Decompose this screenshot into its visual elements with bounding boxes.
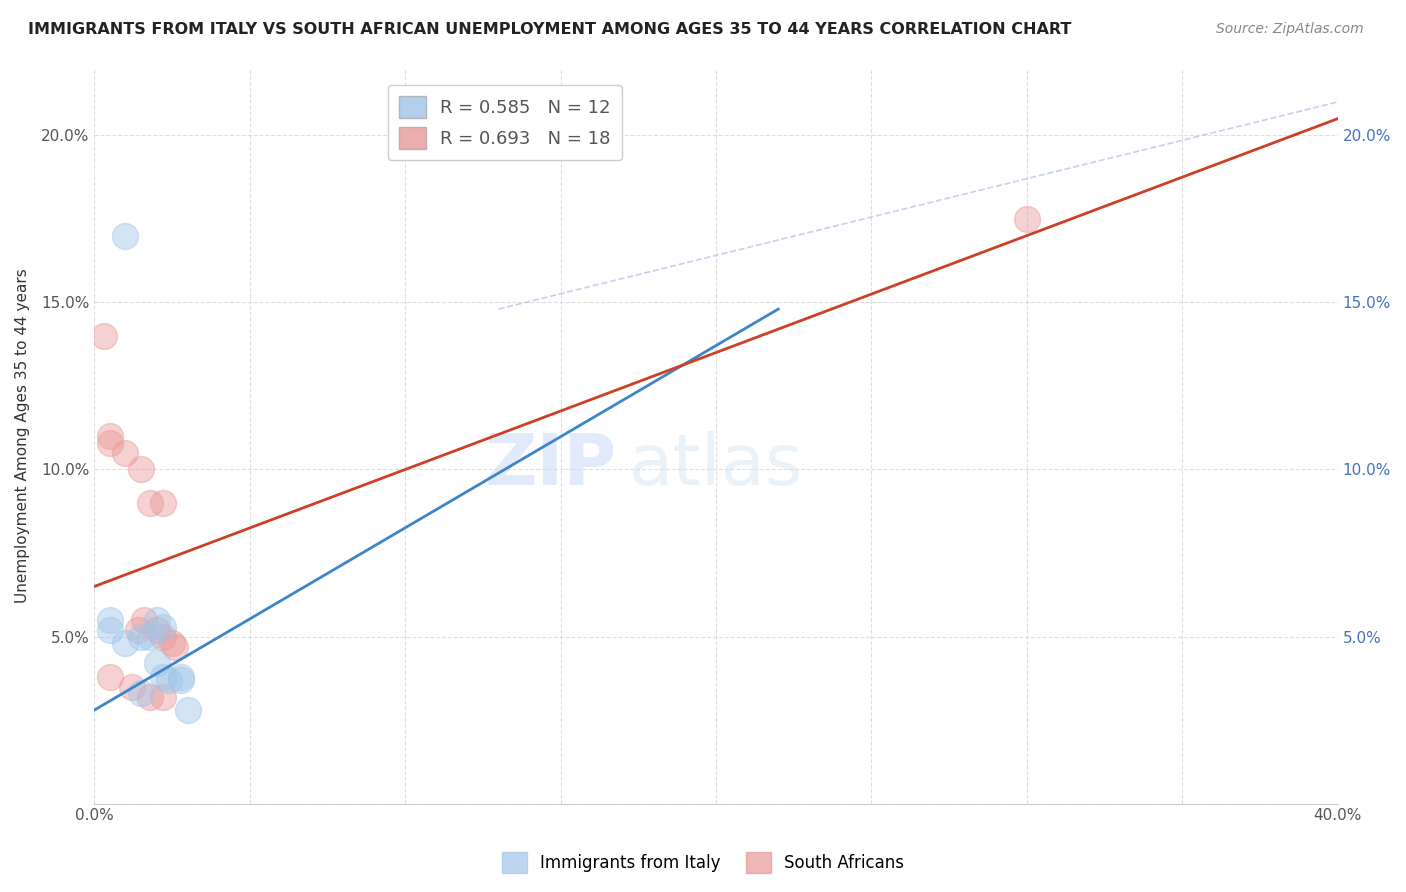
Point: [157, 673, 180, 687]
Point: [145, 623, 167, 637]
Point: [129, 462, 152, 476]
Point: [152, 619, 174, 633]
Point: [170, 670, 193, 684]
Legend: R = 0.585   N = 12, R = 0.693   N = 18: R = 0.585 N = 12, R = 0.693 N = 18: [388, 85, 621, 160]
Point: [98, 670, 121, 684]
Point: [93, 328, 115, 343]
Point: [152, 670, 174, 684]
Point: [114, 446, 136, 460]
Point: [98, 429, 121, 443]
Text: Source: ZipAtlas.com: Source: ZipAtlas.com: [1216, 22, 1364, 37]
Text: atlas: atlas: [628, 431, 803, 500]
Point: [170, 673, 193, 687]
Point: [176, 703, 198, 717]
Point: [114, 228, 136, 243]
Point: [145, 613, 167, 627]
Point: [129, 630, 152, 644]
Point: [165, 640, 187, 654]
Text: IMMIGRANTS FROM ITALY VS SOUTH AFRICAN UNEMPLOYMENT AMONG AGES 35 TO 44 YEARS CO: IMMIGRANTS FROM ITALY VS SOUTH AFRICAN U…: [28, 22, 1071, 37]
Point: [152, 690, 174, 704]
Legend: Immigrants from Italy, South Africans: Immigrants from Italy, South Africans: [495, 846, 911, 880]
Point: [114, 636, 136, 650]
Point: [139, 690, 162, 704]
Point: [127, 623, 149, 637]
Point: [121, 680, 143, 694]
Point: [129, 686, 152, 700]
Text: ZIP: ZIP: [484, 431, 617, 500]
Point: [132, 613, 155, 627]
Point: [1015, 211, 1038, 226]
Point: [98, 623, 121, 637]
Y-axis label: Unemployment Among Ages 35 to 44 years: Unemployment Among Ages 35 to 44 years: [15, 268, 30, 604]
Point: [160, 636, 183, 650]
Point: [98, 435, 121, 450]
Point: [152, 630, 174, 644]
Point: [145, 657, 167, 671]
Point: [139, 630, 162, 644]
Point: [152, 496, 174, 510]
Point: [139, 496, 162, 510]
Point: [98, 613, 121, 627]
